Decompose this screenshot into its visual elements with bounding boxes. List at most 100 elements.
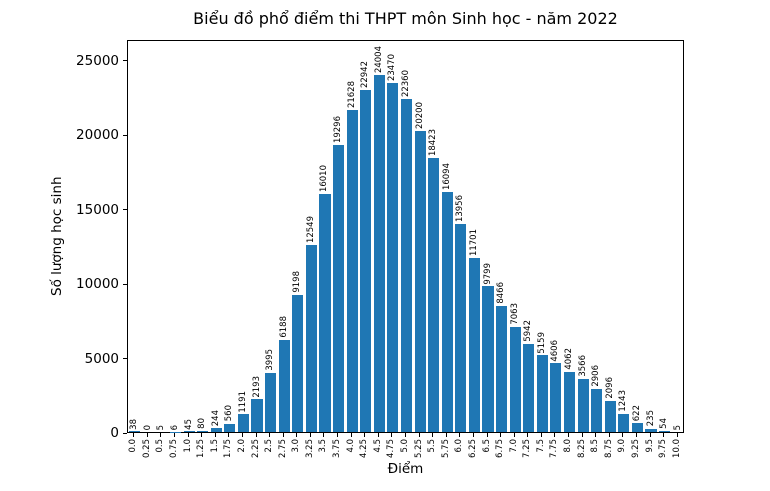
x-tick-label: 0.25 [141,439,152,458]
x-tick-label: 9.75 [658,439,669,458]
bar-value-label: 1243 [618,389,629,412]
bar [536,355,548,432]
x-tick-label: 7.0 [508,439,519,453]
bar-value-label: 20200 [414,102,425,130]
bar [373,74,385,432]
x-tick-mark [472,433,474,437]
bar-value-label: 22360 [401,70,411,98]
bar [618,413,630,432]
x-tick-label: 3.0 [291,439,302,453]
x-tick-label: 9.25 [630,439,641,458]
x-tick-label: 5.25 [413,439,424,458]
x-tick-label: 4.75 [386,439,397,458]
bar-value-label: 622 [631,404,642,421]
bar-value-label: 6188 [278,316,289,338]
bar [414,131,426,432]
x-tick-label: 10.0 [671,439,682,458]
bar-value-label: 19296 [333,115,344,143]
bar-value-label: 24004 [373,45,384,73]
x-tick-label: 9.5 [644,439,655,453]
bar [278,339,290,432]
bar-value-label: 4062 [564,347,575,370]
bar-value-label: 45 [183,418,194,430]
x-tick-label: 4.25 [359,439,370,458]
bar-value-label: 9799 [482,262,493,285]
x-tick-label: 5.75 [440,439,451,458]
x-tick-mark [459,433,461,437]
bar [319,193,331,432]
bar-value-label: 560 [224,405,235,422]
bar-value-label: 54 [659,418,670,430]
x-tick-label: 2.5 [264,439,275,453]
x-tick-label: 2.75 [277,439,288,458]
bar-value-label: 5942 [523,319,534,342]
bar [455,224,467,432]
bar-value-label: 235 [645,410,656,427]
x-tick-mark [581,433,583,437]
bar [387,82,399,432]
bar [360,90,372,432]
x-tick-mark [432,433,434,437]
x-tick-mark [337,433,339,437]
bar-value-label: 4606 [550,339,561,362]
x-tick-mark [513,433,515,437]
bar-value-label: 12549 [305,216,316,244]
bar-value-label: 9198 [292,271,303,294]
bar [604,400,616,432]
bar [550,363,562,432]
bar-value-label: 13956 [455,195,466,223]
bar [197,430,209,432]
bar [468,257,480,432]
x-tick-mark [445,433,447,437]
x-tick-mark [608,433,610,437]
x-tick-label: 6.5 [481,439,492,453]
x-tick-mark [486,433,488,437]
bar [237,414,250,432]
bar [210,428,222,432]
x-tick-mark [676,433,678,437]
x-tick-mark [296,433,298,437]
x-tick-mark [568,433,570,437]
x-tick-mark [622,433,624,437]
x-tick-label: 5.5 [427,439,438,453]
bar-value-label: 2193 [251,375,262,398]
bar [509,326,521,432]
x-tick-mark [595,433,597,437]
bar [333,144,345,432]
bar-value-label: 5 [672,424,683,430]
x-tick-label: 6.25 [467,439,478,458]
x-tick-label: 0.0 [128,439,139,453]
x-tick-mark [146,433,148,437]
bar-value-label: 38 [129,418,140,430]
x-tick-mark [255,433,257,437]
x-tick-mark [241,433,243,437]
x-tick-mark [174,433,176,437]
x-tick-mark [527,433,529,437]
bar [631,422,643,432]
bar [346,110,358,432]
x-tick-label: 9.0 [617,439,628,453]
x-tick-label: 6.0 [454,439,465,453]
x-tick-mark [635,433,637,437]
x-tick-label: 6.75 [495,439,506,458]
bar-value-label: 244 [210,410,221,427]
bar-value-label: 1191 [237,390,248,413]
x-tick-label: 8.5 [590,439,601,453]
bar-value-label: 2906 [591,365,602,387]
bar [523,343,535,432]
bar-value-label: 2096 [604,377,615,399]
x-axis-label: Điểm [387,461,424,477]
x-tick-mark [323,433,325,437]
x-tick-mark [160,433,162,437]
bar [577,378,589,432]
bar-value-label: 3995 [265,348,276,371]
bar [251,399,263,432]
x-tick-label: 1.75 [223,439,234,458]
x-tick-mark [282,433,284,437]
y-axis-label: Số lượng học sinh [49,176,65,297]
x-tick-mark [309,433,311,437]
bar-value-label: 7063 [509,303,520,325]
bar [305,245,317,432]
x-tick-mark [377,433,379,437]
x-tick-label: 4.0 [345,439,356,453]
